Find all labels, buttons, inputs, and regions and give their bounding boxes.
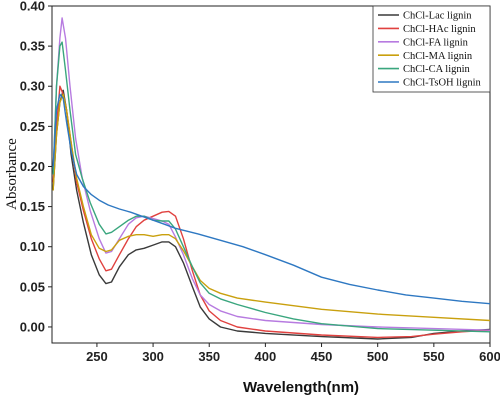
x-tick-label: 500 bbox=[367, 349, 389, 364]
legend-label: ChCl-Lac lignin bbox=[403, 11, 472, 22]
legend-label: ChCl-FA lignin bbox=[403, 37, 469, 48]
legend-label: ChCl-TsOH lignin bbox=[403, 78, 481, 89]
series-line-1 bbox=[52, 89, 491, 340]
y-tick-label: 0.40 bbox=[20, 0, 45, 14]
x-tick-label: 250 bbox=[86, 349, 108, 364]
legend-label: ChCl-CA lignin bbox=[403, 64, 471, 75]
legend-label: ChCl-HAc lignin bbox=[403, 24, 476, 35]
legend-label: ChCl-MA lignin bbox=[403, 51, 473, 62]
x-axis-title: Wavelength(nm) bbox=[243, 379, 359, 396]
y-tick-label: 0.15 bbox=[20, 199, 45, 214]
series-layer bbox=[52, 17, 491, 340]
y-tick-label: 0.10 bbox=[20, 239, 45, 254]
series-line-2 bbox=[52, 85, 491, 339]
x-tick-label: 300 bbox=[142, 349, 164, 364]
x-tick-label: 550 bbox=[423, 349, 445, 364]
series-line-6 bbox=[52, 93, 491, 305]
y-tick-label: 0.30 bbox=[20, 79, 45, 94]
x-tick-label: 450 bbox=[311, 349, 333, 364]
y-tick-label: 0.05 bbox=[20, 279, 45, 294]
plot-frame bbox=[51, 5, 491, 344]
y-axis-ticks: 0.00 0.05 0.10 0.15 0.20 0.25 0.30 0.35 0.40 bbox=[20, 0, 52, 334]
y-tick-label: 0.25 bbox=[20, 119, 45, 134]
y-tick-label: 0.35 bbox=[20, 39, 45, 54]
series-line-4 bbox=[52, 93, 491, 322]
x-axis-ticks: 250 300 350 400 450 500 550 600 bbox=[86, 343, 500, 364]
x-tick-label: 350 bbox=[198, 349, 220, 364]
legend: ChCl-Lac lignin ChCl-HAc lignin ChCl-FA li… bbox=[372, 5, 491, 93]
x-tick-label: 400 bbox=[255, 349, 277, 364]
y-axis-title: Absorbance bbox=[4, 138, 20, 210]
y-tick-label: 0.00 bbox=[20, 319, 45, 334]
y-tick-label: 0.20 bbox=[20, 159, 45, 174]
x-tick-label: 600 bbox=[479, 349, 500, 364]
legend-box bbox=[372, 5, 491, 93]
